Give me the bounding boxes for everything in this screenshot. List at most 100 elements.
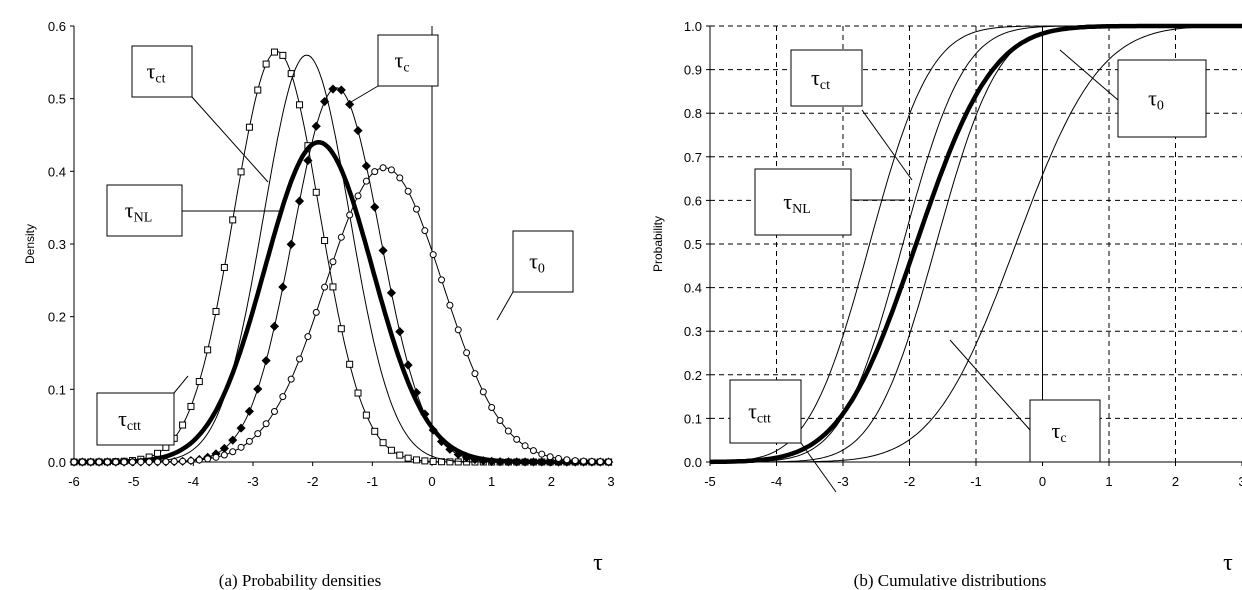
callout-box — [754, 168, 852, 236]
data-point — [321, 237, 329, 245]
data-point — [580, 457, 588, 465]
data-point — [354, 389, 362, 397]
x-axis-label: τ — [1223, 550, 1233, 576]
data-point — [296, 355, 304, 363]
series-line — [710, 25, 1242, 463]
x-tick-label: -1 — [970, 474, 982, 489]
data-point — [245, 123, 253, 131]
data-point — [463, 349, 471, 357]
data-point — [320, 96, 330, 107]
data-point — [204, 346, 212, 354]
data-point — [454, 458, 462, 466]
data-point — [312, 308, 320, 316]
data-point — [546, 453, 554, 461]
callout-leader — [350, 85, 379, 103]
callout-leader — [191, 96, 269, 183]
data-point — [496, 417, 504, 425]
x-tick-label: 0 — [1039, 474, 1046, 489]
data-point — [446, 301, 454, 309]
data-point — [187, 402, 195, 410]
data-point — [521, 442, 529, 450]
data-point — [346, 211, 354, 219]
data-point — [403, 360, 413, 370]
y-tick-label: 0.3 — [48, 237, 66, 252]
data-point — [395, 327, 405, 337]
x-tick-label: 2 — [1172, 474, 1179, 489]
data-point — [128, 458, 136, 466]
data-point — [304, 333, 312, 341]
data-point — [229, 448, 237, 456]
data-point — [244, 406, 254, 416]
y-tick-label: 0.0 — [684, 455, 702, 470]
data-point — [412, 456, 420, 464]
data-point — [438, 276, 446, 284]
x-tick-label: 0 — [428, 474, 435, 489]
callout-leader — [173, 375, 189, 394]
y-tick-label: 0.2 — [684, 368, 702, 383]
x-tick-label: -3 — [247, 474, 259, 489]
data-point — [170, 458, 178, 466]
x-tick-label: 1 — [488, 474, 495, 489]
data-point — [329, 283, 337, 291]
data-point — [421, 457, 429, 465]
data-point — [220, 263, 228, 271]
data-point — [336, 85, 346, 95]
callout-label: τ0 — [529, 249, 545, 277]
data-point — [563, 456, 571, 464]
x-tick-label: -3 — [837, 474, 849, 489]
data-point — [321, 283, 329, 291]
data-point — [328, 84, 338, 94]
data-point — [287, 375, 295, 383]
data-point — [220, 451, 228, 459]
data-point — [179, 421, 187, 429]
data-point — [445, 444, 455, 454]
data-point — [404, 454, 412, 462]
chart-caption: (a) Probability densities — [219, 571, 381, 590]
x-tick-label: -1 — [367, 474, 379, 489]
data-point — [212, 307, 220, 315]
data-point — [436, 436, 447, 447]
data-point — [412, 205, 420, 213]
callout-label: τct — [811, 65, 830, 93]
data-point — [179, 457, 187, 465]
data-point — [270, 407, 278, 415]
data-point — [162, 458, 170, 466]
data-point — [429, 457, 437, 465]
x-tick-label: 2 — [548, 474, 555, 489]
data-point — [195, 456, 203, 464]
data-point — [588, 457, 596, 465]
x-tick-label: -4 — [771, 474, 783, 489]
y-tick-label: 0.4 — [48, 164, 66, 179]
data-point — [528, 457, 538, 467]
data-point — [479, 388, 487, 396]
y-tick-label: 0.1 — [48, 382, 66, 397]
callout-leader — [496, 291, 514, 321]
data-point — [346, 360, 354, 368]
callout-label: τNL — [125, 198, 153, 226]
data-point — [195, 378, 203, 386]
y-tick-label: 0.7 — [684, 150, 702, 165]
data-point — [145, 458, 153, 466]
data-point — [296, 101, 304, 109]
data-point — [236, 423, 246, 433]
data-point — [520, 457, 530, 467]
data-point — [503, 457, 513, 467]
x-tick-label: 1 — [1105, 474, 1112, 489]
data-point — [387, 166, 395, 174]
callout-leader — [800, 442, 837, 493]
y-tick-label: 0.1 — [684, 411, 702, 426]
data-point — [269, 321, 280, 331]
data-point — [446, 458, 454, 466]
data-point — [411, 388, 422, 398]
callout-label: τ0 — [1148, 86, 1164, 114]
data-point — [312, 188, 320, 196]
data-point — [529, 447, 537, 455]
callout-label: τc — [394, 48, 409, 76]
data-point — [311, 121, 321, 131]
data-point — [237, 168, 245, 176]
data-point — [154, 449, 162, 457]
data-point — [229, 216, 237, 224]
data-point — [596, 458, 604, 466]
callout-box — [790, 49, 863, 107]
